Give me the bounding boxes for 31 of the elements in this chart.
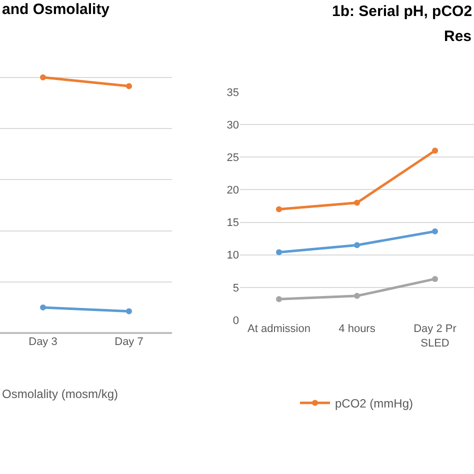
- chart-title: 1b: Serial pH, pCO2: [332, 3, 472, 20]
- point: [354, 200, 360, 206]
- point: [126, 308, 132, 314]
- chart-subtitle: Res: [444, 28, 472, 45]
- y-tick-label: 0: [232, 314, 239, 327]
- y-tick-label: 10: [226, 250, 239, 262]
- point: [126, 83, 132, 90]
- x-tick-label: At admission: [248, 323, 310, 335]
- point: [354, 292, 360, 299]
- point: [40, 304, 46, 310]
- y-tick-label: 20: [226, 184, 239, 197]
- chart-title: and Osmolality: [2, 1, 110, 18]
- point: [40, 74, 46, 80]
- point: [276, 249, 282, 256]
- y-tick-label: 25: [226, 152, 239, 164]
- x-tick-label: Day 7: [114, 336, 144, 348]
- legend-label: pCO2 (mmHg): [335, 396, 414, 411]
- x-tick-label: 4 hours: [338, 323, 376, 335]
- point: [276, 296, 282, 302]
- point: [276, 206, 282, 212]
- point: [432, 228, 438, 234]
- text: Osmolality (mosm/kg): [2, 387, 118, 401]
- y-tick-label: 30: [226, 119, 239, 132]
- x-tick-label: Day 2 Pr SLED: [414, 323, 457, 350]
- point: [354, 242, 360, 248]
- y-tick-label: 5: [232, 282, 239, 294]
- point: [432, 148, 438, 154]
- y-tick-label: 15: [226, 217, 239, 230]
- y-tick-label: 35: [226, 86, 239, 99]
- x-tick-label: Day 3: [28, 336, 58, 348]
- point: [432, 276, 438, 282]
